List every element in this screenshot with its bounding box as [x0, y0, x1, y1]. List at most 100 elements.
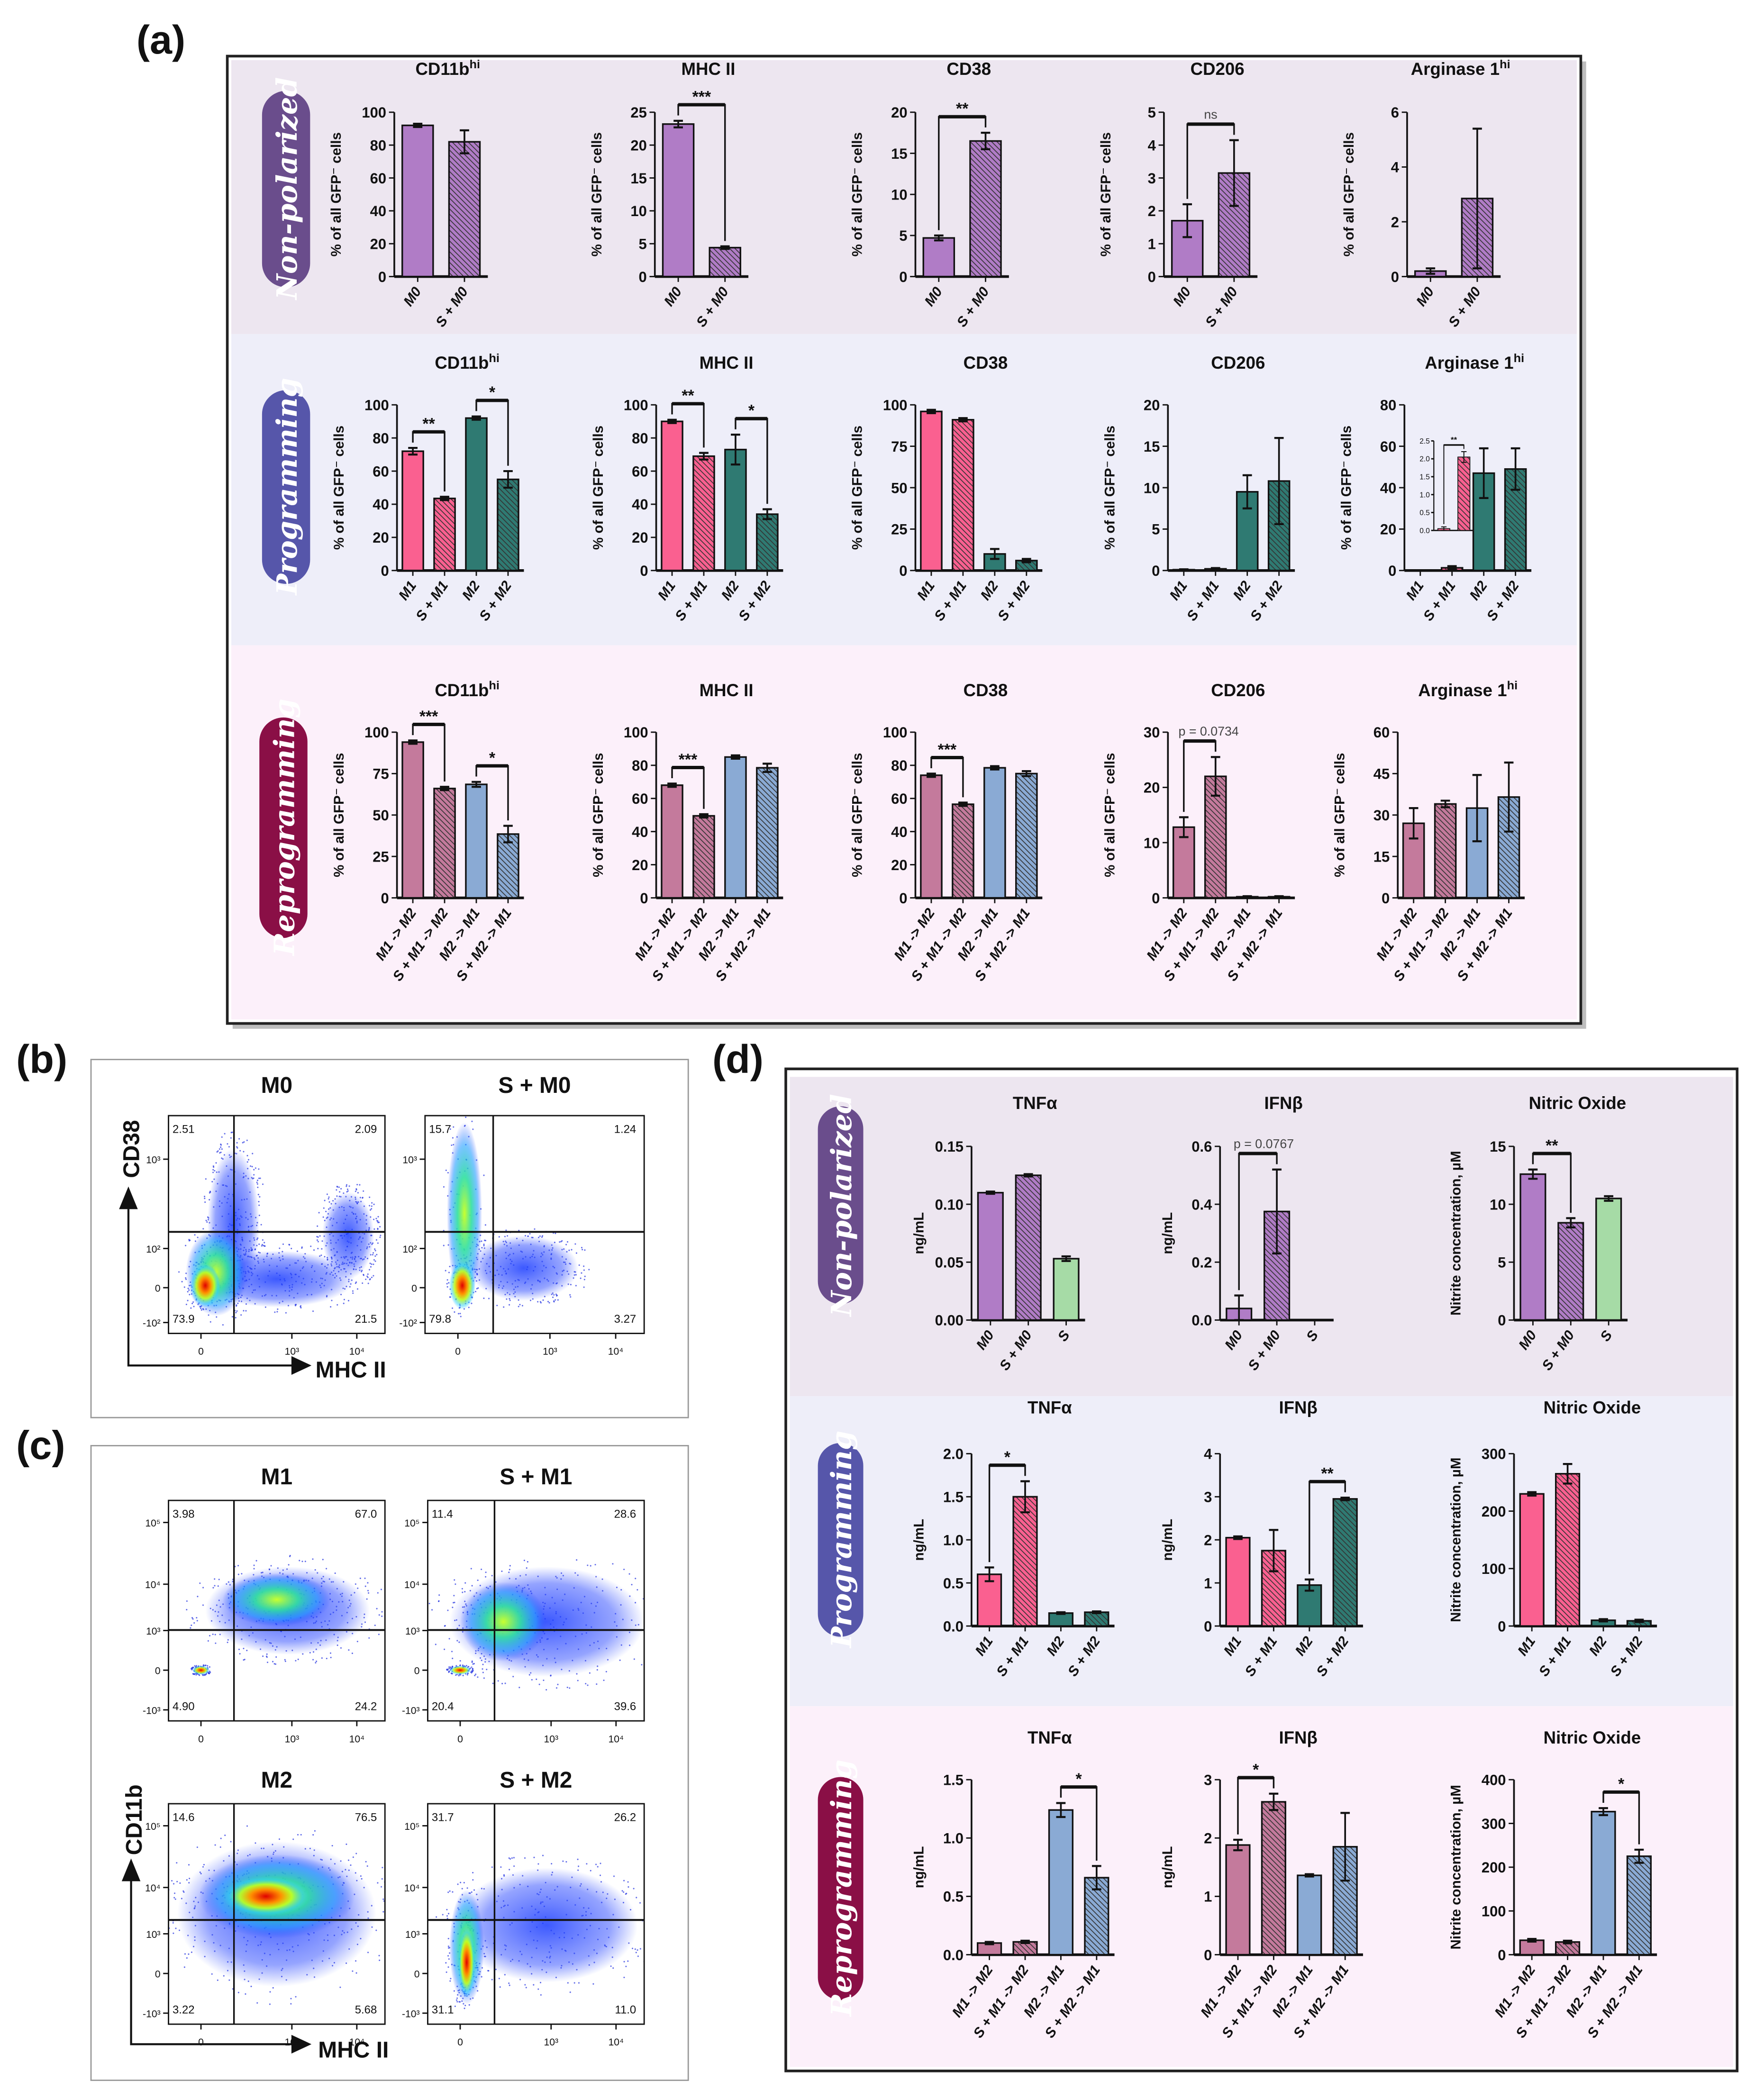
event-dot	[491, 1979, 493, 1981]
event-dot	[299, 1560, 300, 1562]
event-dot	[310, 1245, 312, 1247]
event-dot	[565, 1861, 567, 1863]
event-dot	[194, 1665, 196, 1667]
event-dot	[317, 1236, 319, 1238]
y-tick-label: 1.0	[1419, 491, 1430, 499]
event-dot	[590, 1565, 591, 1567]
event-dot	[356, 1288, 359, 1290]
event-dot	[207, 1640, 209, 1642]
event-dot	[195, 1674, 197, 1676]
event-dot	[499, 1986, 501, 1988]
event-dot	[173, 1883, 175, 1885]
x-tick-label: 0	[198, 1734, 204, 1745]
event-dot	[446, 1283, 448, 1285]
event-dot	[368, 1637, 370, 1639]
y-axis-label: Nitrite concentration, µM	[1448, 1457, 1464, 1622]
event-dot	[255, 1560, 257, 1562]
y-tick-label: -10³	[402, 2008, 420, 2019]
error-bar	[1440, 800, 1450, 809]
bar	[497, 833, 519, 899]
event-dot	[217, 1979, 218, 1981]
event-dot	[428, 1602, 430, 1604]
bar	[465, 417, 488, 572]
row-pill-reprogramming: Reprogramming	[259, 699, 308, 956]
event-dot	[277, 1308, 279, 1310]
bar	[497, 478, 519, 572]
bar	[920, 410, 943, 572]
event-dot	[264, 1245, 265, 1247]
event-dot	[472, 1128, 474, 1130]
bar	[1225, 1536, 1251, 1627]
y-tick-label: 50	[373, 807, 389, 824]
event-dot	[205, 1219, 207, 1221]
event-dot	[577, 1869, 579, 1871]
y-tick-label: 2.0	[1419, 455, 1430, 463]
event-dot	[583, 1286, 585, 1288]
y-tick-label: 80	[632, 430, 648, 446]
chart-title-text: Nitric Oxide	[1544, 1398, 1641, 1418]
event-dot	[468, 2004, 470, 2006]
event-dot	[596, 1683, 598, 1685]
event-dot	[365, 1278, 367, 1280]
event-dot	[364, 1585, 366, 1587]
event-dot	[220, 1151, 222, 1154]
event-dot	[636, 1589, 638, 1591]
y-tick-label: 300	[1482, 1816, 1506, 1832]
event-dot	[270, 1565, 272, 1567]
bar-charts: CD11bhi% of all GFP⁻ cells020406080100M0…	[328, 58, 1657, 2041]
event-dot	[543, 1679, 545, 1681]
bar	[952, 418, 974, 572]
event-dot	[374, 1248, 376, 1250]
bar	[969, 140, 1002, 278]
event-dot	[188, 1953, 190, 1955]
event-dot	[445, 1169, 447, 1171]
event-dot	[376, 1254, 378, 1255]
event-dot	[569, 1687, 571, 1689]
y-axis-label: CD38	[119, 1120, 145, 1178]
event-dot	[504, 1682, 506, 1684]
event-dot	[239, 1653, 241, 1655]
event-dot	[639, 1948, 641, 1950]
y-tick-label: 2	[1391, 214, 1399, 230]
event-dot	[449, 1128, 451, 1130]
y-tick-label: 5	[1148, 104, 1156, 121]
row-pill-reprogramming: Reprogramming	[818, 1760, 864, 2017]
event-dot	[183, 1966, 185, 1968]
event-dot	[456, 2001, 458, 2003]
event-dot	[185, 1245, 187, 1246]
quadrant-percentage-ul: 15.7	[429, 1123, 451, 1136]
y-tick-label: 0	[414, 1969, 420, 1980]
event-dot	[447, 1913, 450, 1915]
error-bar	[460, 129, 469, 154]
event-dot	[222, 1324, 224, 1326]
event-dot	[368, 1269, 371, 1271]
chart-title-text: IFNβ	[1264, 1093, 1302, 1113]
bar	[1012, 1496, 1038, 1627]
y-tick-label: 6	[1391, 104, 1399, 121]
y-tick-label: 100	[1482, 1903, 1506, 1919]
event-dot	[355, 1960, 357, 1962]
event-dot	[327, 1198, 329, 1200]
event-dot	[634, 1948, 636, 1950]
event-dot	[636, 1897, 637, 1899]
event-dot	[378, 1954, 380, 1956]
quadrant-percentage-ur: 28.6	[614, 1508, 636, 1521]
event-dot	[191, 1617, 193, 1619]
y-tick-label: 1.5	[943, 1489, 964, 1506]
error-bar	[1274, 895, 1284, 899]
significance-label: *	[1076, 1770, 1082, 1788]
chart-title-text: Nitric Oxide	[1544, 1728, 1641, 1747]
y-tick-label: 1	[1204, 1575, 1212, 1591]
y-tick-label: 60	[1373, 724, 1390, 741]
event-dot	[186, 1879, 188, 1881]
event-dot	[487, 1970, 489, 1972]
event-dot	[202, 1587, 204, 1589]
event-dot	[484, 1239, 486, 1241]
event-dot	[462, 1591, 464, 1593]
event-dot	[505, 1229, 507, 1231]
event-dot	[257, 1194, 259, 1196]
significance-bracket: p = 0.0767	[1234, 1137, 1294, 1290]
event-dot	[374, 1250, 376, 1252]
error-bar	[1233, 1535, 1243, 1540]
event-dot	[369, 1279, 371, 1281]
